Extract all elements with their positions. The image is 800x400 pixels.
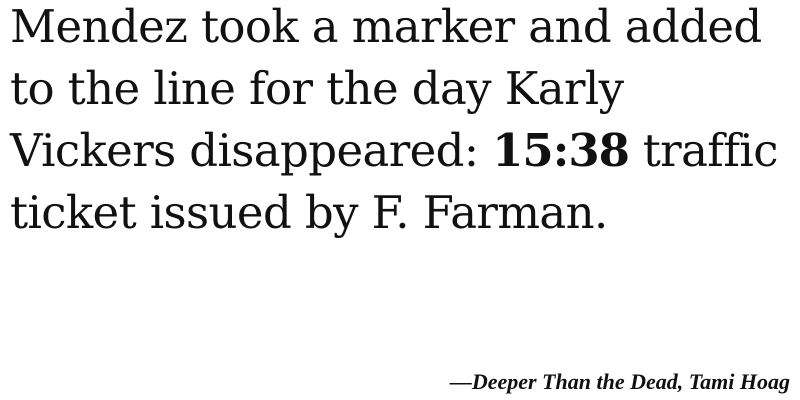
book-title: Deeper Than the Dead	[471, 369, 678, 394]
quote-time-highlight: 15:38	[492, 124, 630, 177]
author-name: Tami Hoag	[688, 369, 790, 394]
quote-text-before: Mendez took a marker and added to the li…	[10, 0, 762, 177]
attribution: —Deeper Than the Dead, Tami Hoag	[450, 368, 790, 396]
quote-text: Mendez took a marker and added to the li…	[10, 0, 795, 244]
attribution-separator: ,	[677, 369, 689, 394]
quote-text-after: traffic ticket issued by F. Farman.	[10, 124, 778, 239]
attribution-dash: —	[449, 369, 472, 394]
